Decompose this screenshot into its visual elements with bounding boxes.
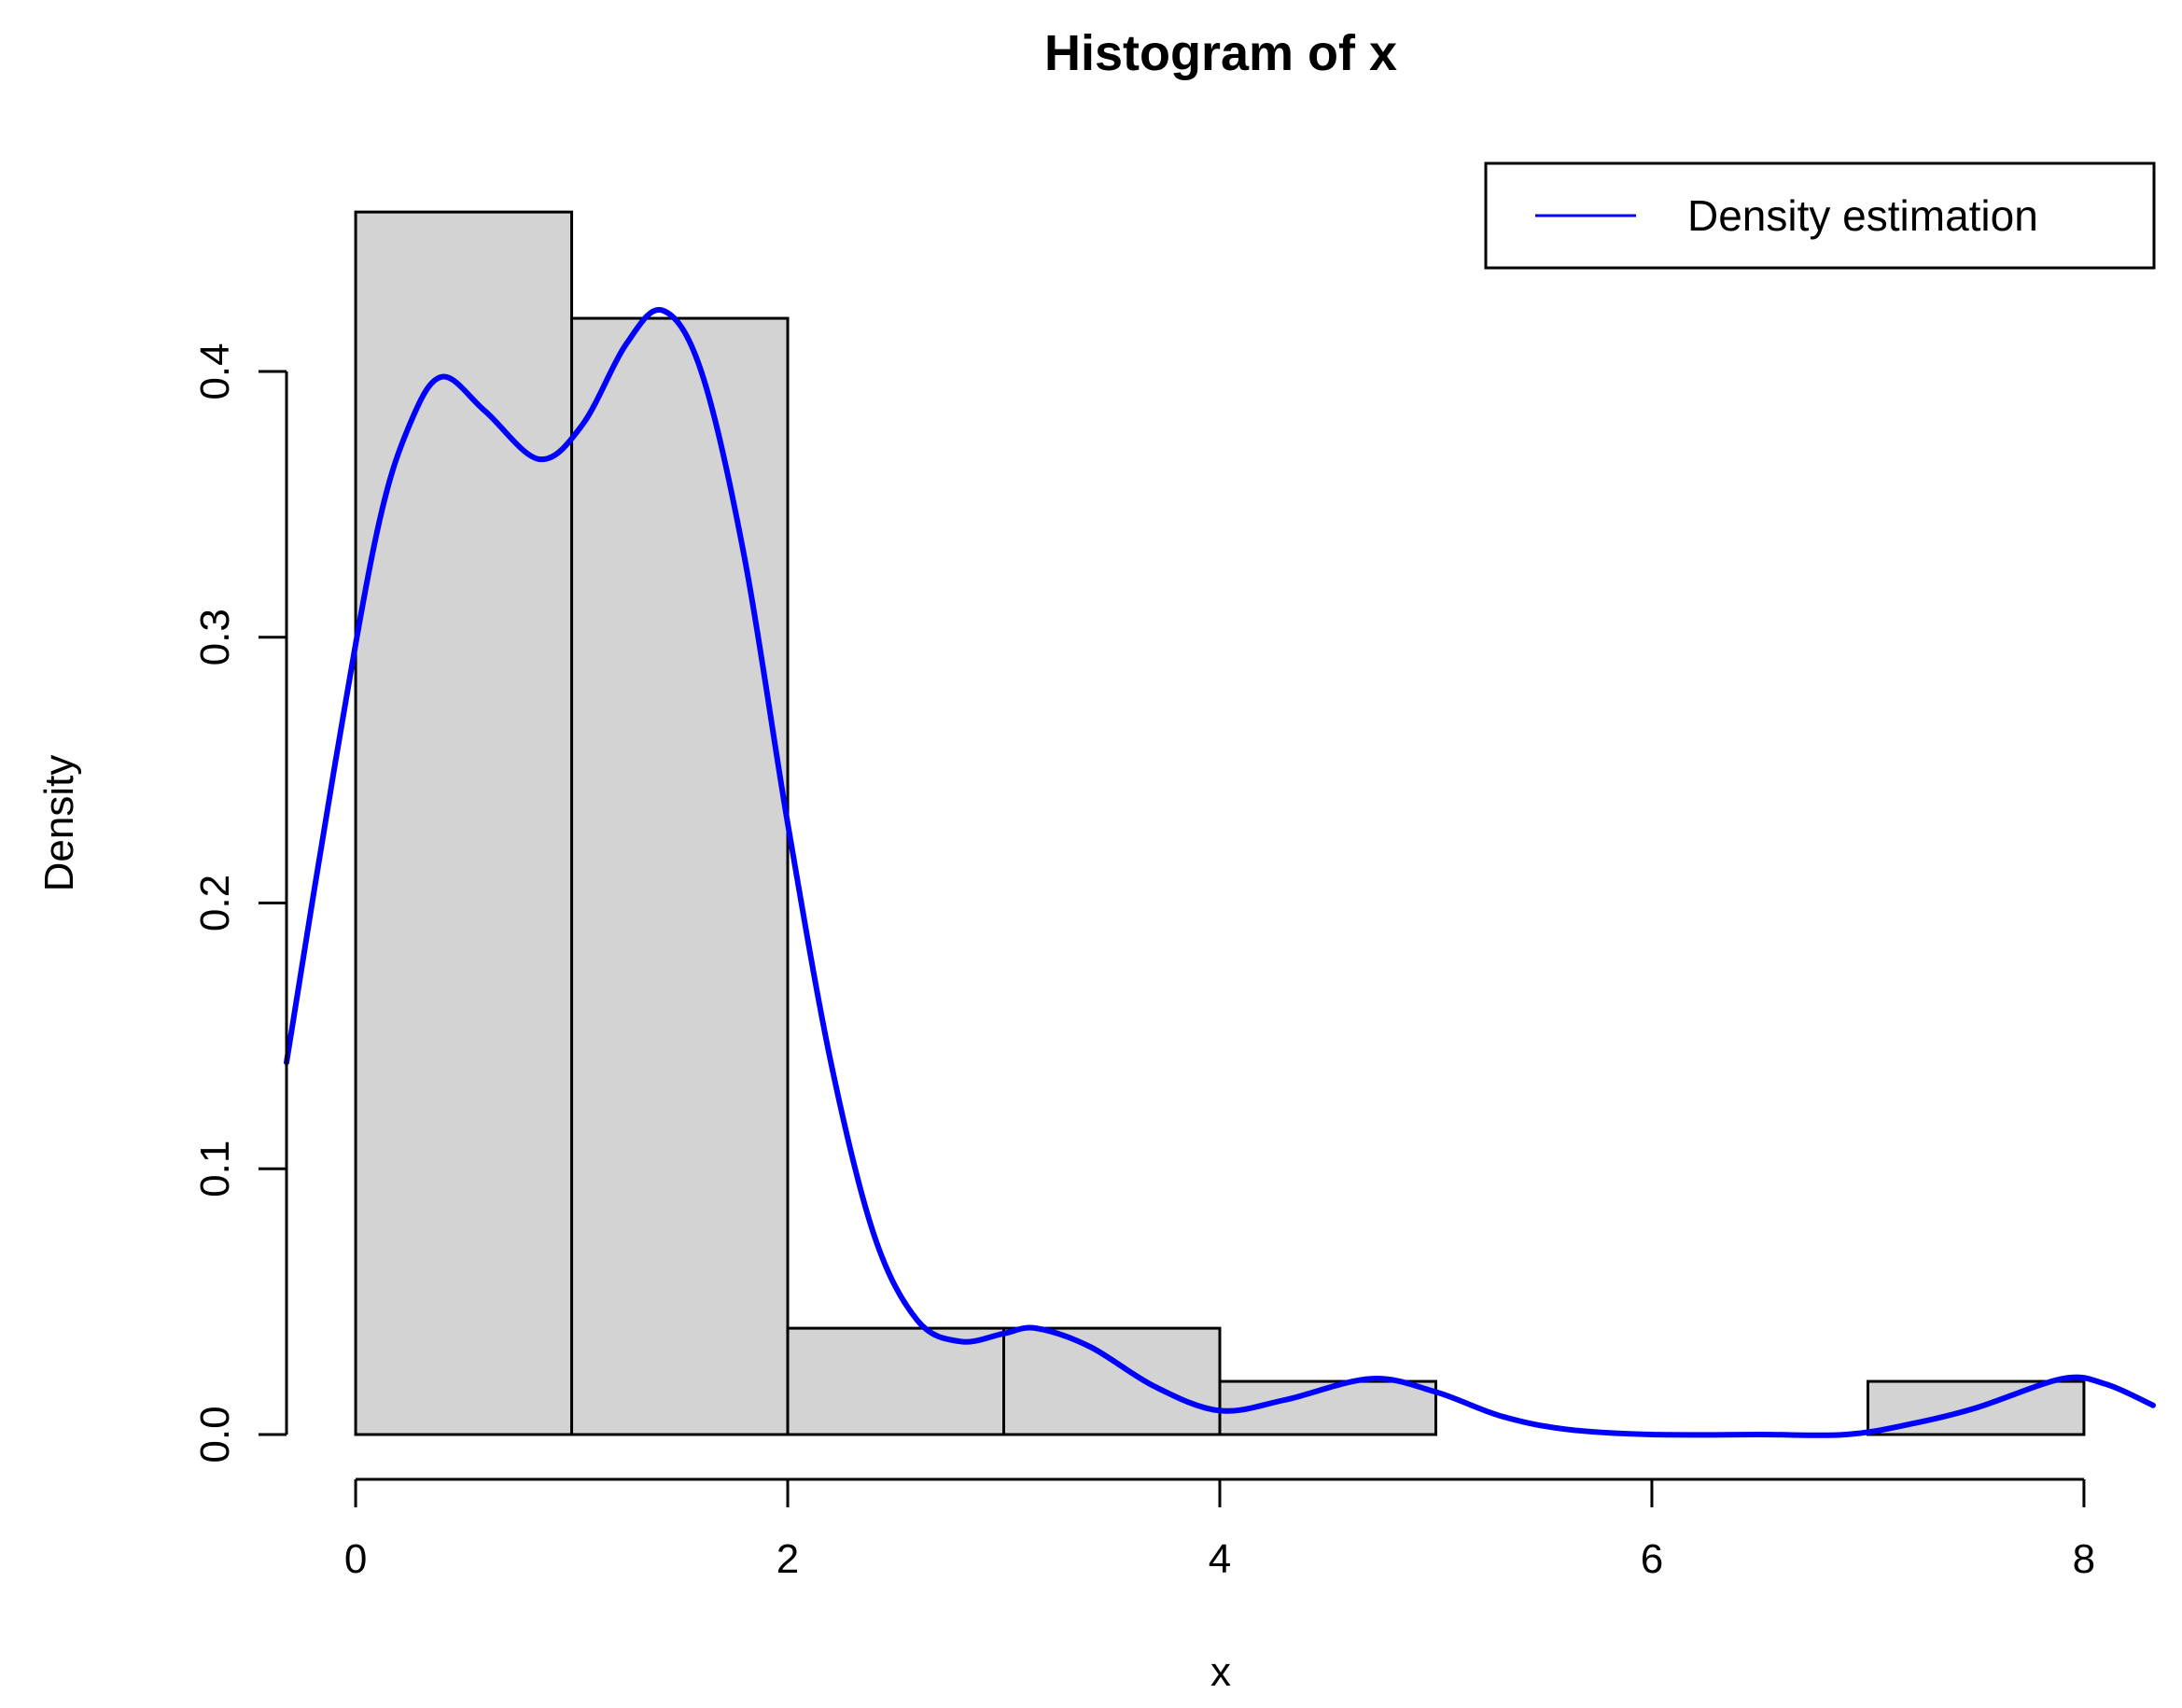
legend: Density estimation bbox=[1484, 161, 2156, 270]
x-tick-label-0: 0 bbox=[344, 1536, 367, 1582]
x-axis-label: x bbox=[1210, 1649, 1231, 1695]
histogram-bars bbox=[354, 210, 2086, 1436]
histogram-bar-3 bbox=[1002, 1326, 1222, 1436]
y-tick-label-1: 0.1 bbox=[192, 1141, 238, 1197]
x-axis: 0 2 4 6 8 bbox=[344, 1477, 2095, 1582]
y-axis-label: Density bbox=[36, 755, 82, 892]
chart-title: Histogram of x bbox=[1044, 25, 1397, 81]
x-tick-label-1: 2 bbox=[776, 1536, 799, 1582]
x-tick-label-2: 4 bbox=[1209, 1536, 1231, 1582]
y-tick-label-4: 0.4 bbox=[192, 343, 238, 399]
y-tick-label-0: 0.0 bbox=[192, 1406, 238, 1463]
histogram-bar-0 bbox=[354, 210, 574, 1436]
histogram-bar-1 bbox=[570, 316, 790, 1436]
y-tick-label-2: 0.2 bbox=[192, 875, 238, 931]
y-axis: 0.0 0.1 0.2 0.3 0.4 bbox=[192, 343, 288, 1463]
x-tick-label-3: 6 bbox=[1641, 1536, 1663, 1582]
y-tick-label-3: 0.3 bbox=[192, 609, 238, 665]
histogram-bar-2 bbox=[786, 1326, 1006, 1436]
legend-label-density-estimation: Density estimation bbox=[1687, 191, 2038, 240]
density-curve bbox=[284, 306, 2156, 1438]
x-tick-label-4: 8 bbox=[2073, 1536, 2095, 1582]
